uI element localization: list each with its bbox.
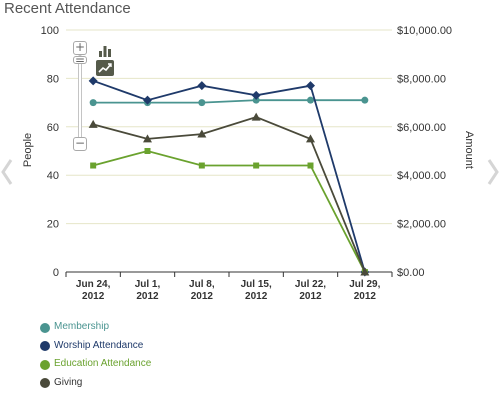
y2-tick-label: $8,000.00 — [397, 73, 446, 85]
y-tick-label: 0 — [53, 267, 59, 279]
data-point — [143, 134, 152, 143]
data-point — [251, 90, 261, 100]
grid — [66, 29, 392, 225]
legend-swatch — [40, 322, 50, 333]
x-tick-label-line: Jul 29, — [349, 279, 380, 290]
zoom-out-button[interactable]: − — [73, 136, 87, 151]
zoom-slider-track[interactable] — [78, 55, 82, 145]
legend-label: Giving — [54, 376, 83, 388]
y2-tick-label: $4,000.00 — [397, 170, 446, 182]
legend-swatch — [40, 378, 50, 388]
data-point — [306, 81, 315, 91]
legend: Membership Worship Attendance Education … — [40, 318, 151, 392]
y-tick-label: 80 — [47, 73, 59, 85]
data-point — [143, 95, 152, 105]
y2-tick-label: $2,000.00 — [397, 219, 446, 231]
y-tick-label: 60 — [47, 122, 59, 134]
series-line — [92, 79, 366, 273]
legend-swatch — [40, 359, 50, 370]
x-tick-label-line: 2012 — [191, 291, 214, 302]
legend-item-education-attendance[interactable]: Education Attendance — [40, 355, 151, 374]
data-point — [144, 148, 151, 154]
x-tick-label-line: 2012 — [245, 291, 268, 302]
legend-label: Membership — [54, 321, 110, 332]
y2-tick-label: $0.00 — [397, 267, 425, 279]
x-tick-label: Jun 24, 2012 — [76, 279, 111, 302]
x-tick-label: Jul 1, 2012 — [135, 279, 161, 302]
legend-item-giving[interactable]: Giving — [40, 374, 151, 393]
x-tick-label-line: 2012 — [299, 291, 322, 302]
y-axis-label: People — [22, 133, 34, 167]
series-line — [92, 116, 366, 273]
data-point — [88, 119, 98, 128]
zoom-slider-thumb[interactable]: = — [73, 53, 87, 67]
legend-label: Education Attendance — [54, 358, 152, 369]
x-tick-label: Jul 8, 2012 — [189, 279, 215, 302]
data-point — [88, 76, 98, 86]
data-point — [307, 162, 314, 169]
data-point — [90, 162, 97, 169]
data-point — [197, 81, 207, 91]
zoom-control[interactable]: + = − — [73, 41, 87, 153]
x-tick-label-line: Jul 8, — [189, 279, 215, 290]
y-tick-label: 20 — [47, 219, 59, 231]
axes: 0 20 40 60 80 100 $0.00 $2,000.00 $4,000.00 $6,00… — [41, 25, 452, 302]
chart-title: Recent Attendance — [4, 0, 131, 17]
y2-axis-label: Amount — [463, 131, 475, 169]
previous-chevron-icon[interactable] — [0, 158, 14, 186]
x-tick-label-line: Jul 15, — [241, 279, 272, 290]
data-point — [251, 112, 261, 121]
data-point — [360, 267, 370, 276]
x-tick-label-line: 2012 — [82, 291, 105, 302]
data-point — [198, 162, 205, 169]
data-point — [198, 99, 206, 107]
y-tick-label: 100 — [41, 25, 59, 37]
series-line — [92, 150, 366, 273]
data-point — [89, 99, 97, 107]
series-layer — [88, 76, 370, 277]
x-tick-label: Jul 15, 2012 — [241, 279, 272, 302]
data-point — [306, 134, 315, 143]
data-point — [253, 162, 260, 169]
x-tick-label: Jul 22, 2012 — [295, 279, 326, 302]
x-tick-label-line: Jun 24, — [76, 279, 111, 290]
legend-swatch — [40, 341, 50, 351]
legend-item-membership[interactable]: Membership — [40, 318, 151, 337]
x-tick-label: Jul 29, 2012 — [349, 279, 380, 302]
y2-tick-label: $6,000.00 — [397, 122, 446, 134]
x-tick-label-line: 2012 — [354, 291, 377, 302]
data-point — [252, 96, 260, 104]
legend-label: Worship Attendance — [54, 339, 144, 351]
series-line — [93, 99, 365, 104]
data-point — [197, 129, 207, 138]
x-tick-label-line: 2012 — [136, 291, 159, 302]
next-chevron-icon[interactable] — [486, 158, 500, 186]
zoom-in-button[interactable]: + — [73, 40, 87, 55]
y-tick-label: 40 — [47, 170, 59, 182]
data-point — [307, 96, 314, 104]
line-chart-icon[interactable] — [96, 60, 114, 76]
bar-chart-icon[interactable] — [96, 43, 114, 59]
data-point — [361, 96, 369, 104]
legend-item-worship-attendance[interactable]: Worship Attendance — [40, 337, 151, 356]
y2-tick-label: $10,000.00 — [397, 25, 452, 37]
x-tick-label-line: Jul 22, — [295, 279, 326, 290]
x-tick-label-line: Jul 1, — [135, 279, 161, 290]
